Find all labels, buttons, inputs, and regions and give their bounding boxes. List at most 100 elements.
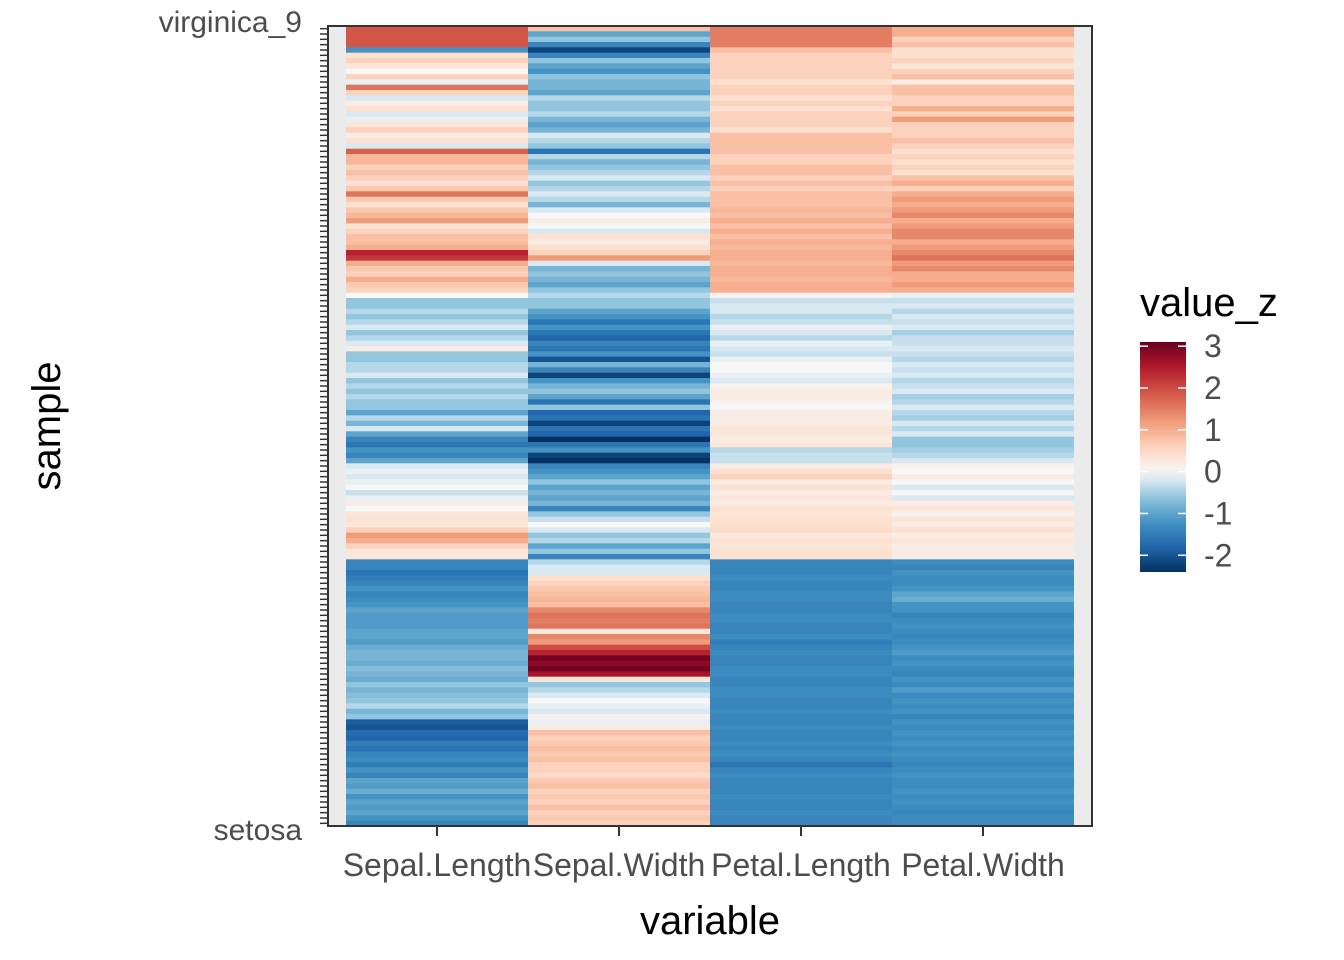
heatmap-cell xyxy=(346,447,528,454)
heatmap-cell xyxy=(710,618,892,624)
heatmap-cell xyxy=(892,308,1074,315)
heatmap-cell xyxy=(346,666,528,672)
heatmap-cell xyxy=(528,687,710,694)
heatmap-cell xyxy=(346,196,528,203)
heatmap-cell xyxy=(892,356,1074,363)
heatmap-cell xyxy=(710,367,892,374)
heatmap-cell xyxy=(346,228,528,235)
heatmap-cell xyxy=(892,218,1074,224)
heatmap-cell xyxy=(346,394,528,400)
heatmap-cell xyxy=(528,271,710,278)
heatmap-cell xyxy=(528,362,710,368)
heatmap-cell xyxy=(528,116,710,123)
heatmap-cell xyxy=(528,623,710,630)
heatmap-cell xyxy=(710,703,892,710)
heatmap-cell xyxy=(892,820,1074,827)
heatmap-cell xyxy=(528,676,710,683)
heatmap-cell xyxy=(892,138,1074,144)
heatmap-cell xyxy=(528,95,710,102)
x-tick-label: Sepal.Width xyxy=(533,847,706,883)
heatmap-cell xyxy=(528,628,710,635)
heatmap-cell xyxy=(710,260,892,267)
heatmap-cell xyxy=(710,548,892,555)
heatmap-cell xyxy=(710,31,892,38)
heatmap-cell xyxy=(528,282,710,288)
heatmap-cell xyxy=(528,111,710,118)
heatmap-cell xyxy=(892,426,1074,432)
heatmap-cell xyxy=(710,698,892,704)
heatmap-cell xyxy=(346,746,528,752)
heatmap-cell xyxy=(710,394,892,400)
heatmap-cell xyxy=(346,682,528,688)
heatmap-cell xyxy=(892,223,1074,230)
heatmap-cell xyxy=(346,687,528,694)
heatmap-cell xyxy=(528,404,710,411)
heatmap-cell xyxy=(710,244,892,251)
heatmap-cell xyxy=(710,207,892,214)
heatmap-cell xyxy=(892,314,1074,320)
color-legend: value_z 3 2 1 0 -1 -2 xyxy=(1140,281,1278,573)
heatmap-cell xyxy=(710,564,892,571)
heatmap-cell xyxy=(528,324,710,331)
heatmap-cell xyxy=(892,394,1074,400)
heatmap-cell xyxy=(710,388,892,395)
heatmap-cell xyxy=(528,164,710,171)
heatmap-cell xyxy=(892,79,1074,86)
heatmap-cell xyxy=(710,79,892,86)
heatmap-cell xyxy=(892,228,1074,235)
heatmap-cell xyxy=(528,602,710,608)
x-axis-tick-labels: Sepal.Length Sepal.Width Petal.Length Petal… xyxy=(343,847,1065,883)
heatmap-cell xyxy=(892,154,1074,160)
heatmap-cell xyxy=(892,207,1074,214)
heatmap-cell xyxy=(892,714,1074,720)
heatmap-cell xyxy=(892,420,1074,427)
heatmap-cell xyxy=(710,442,892,448)
heatmap-cell xyxy=(892,490,1074,496)
heatmap-cell xyxy=(892,132,1074,139)
heatmap-cell xyxy=(528,596,710,603)
heatmap-cell xyxy=(346,260,528,267)
heatmap-cell xyxy=(892,239,1074,246)
heatmap-cell xyxy=(346,618,528,624)
heatmap-cell xyxy=(892,639,1074,646)
heatmap-cell xyxy=(892,436,1074,443)
heatmap-cell xyxy=(892,788,1074,795)
heatmap-cell xyxy=(528,431,710,438)
heatmap-cell xyxy=(892,794,1074,800)
heatmap-cell xyxy=(710,47,892,54)
heatmap-cell xyxy=(710,586,892,592)
heatmap-cell xyxy=(528,639,710,646)
heatmap-cell xyxy=(710,287,892,294)
heatmap-cell xyxy=(528,79,710,86)
heatmap-cell xyxy=(346,543,528,550)
heatmap-cell xyxy=(528,132,710,139)
heatmap-cell xyxy=(346,564,528,571)
heatmap-cell xyxy=(892,84,1074,91)
heatmap-cell xyxy=(528,100,710,107)
heatmap-cell xyxy=(346,116,528,123)
heatmap-cell xyxy=(710,810,892,816)
heatmap-cell xyxy=(528,724,710,731)
heatmap-cell xyxy=(710,820,892,827)
heatmap-cell xyxy=(710,676,892,683)
heatmap-cell xyxy=(528,708,710,715)
heatmap-cell xyxy=(710,399,892,406)
heatmap-cell xyxy=(528,58,710,64)
heatmap-cell xyxy=(710,52,892,59)
heatmap-cell xyxy=(346,436,528,443)
heatmap-cell xyxy=(346,292,528,299)
heatmap-cell xyxy=(346,724,528,731)
heatmap-cell xyxy=(346,778,528,784)
heatmap-cell xyxy=(346,639,528,646)
heatmap-cell xyxy=(892,500,1074,507)
heatmap-cell xyxy=(892,559,1074,566)
heatmap-cell xyxy=(346,52,528,59)
heatmap-cell xyxy=(528,559,710,566)
heatmap-cell xyxy=(710,383,892,390)
heatmap-cell xyxy=(710,602,892,608)
heatmap-cell xyxy=(710,495,892,502)
heatmap-cell xyxy=(892,255,1074,262)
heatmap-cell xyxy=(710,682,892,688)
heatmap-cell xyxy=(710,634,892,640)
heatmap-cell xyxy=(892,362,1074,368)
